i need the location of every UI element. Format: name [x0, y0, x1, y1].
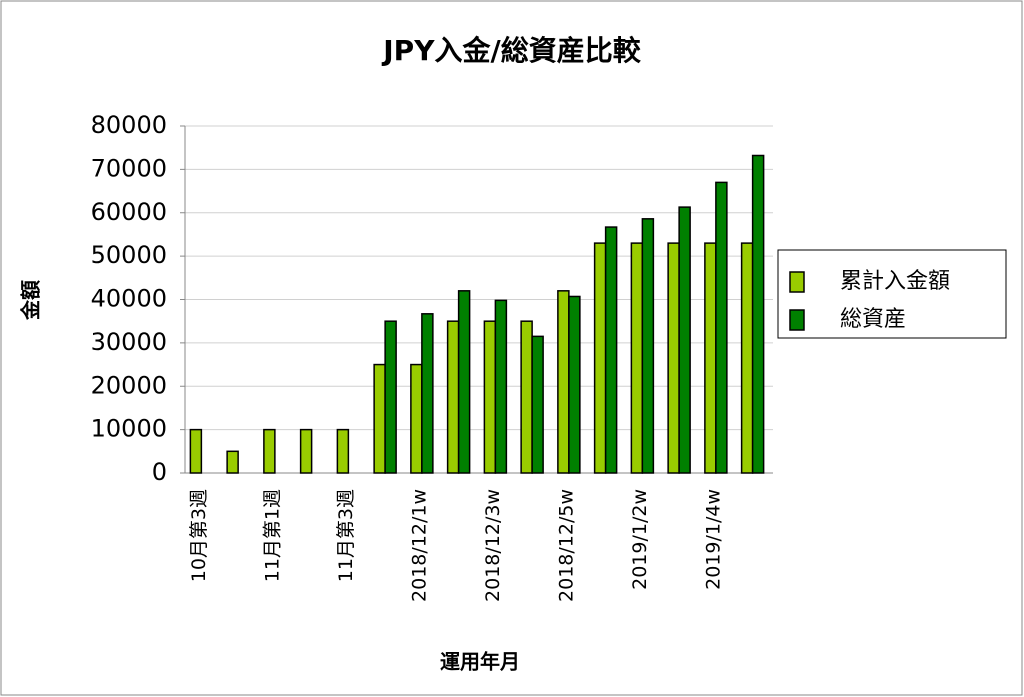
bar [494, 299, 508, 474]
y-tick-label: 30000 [91, 328, 167, 356]
bar [263, 428, 276, 474]
bar [678, 206, 691, 474]
bar [384, 320, 397, 474]
x-tick-label: 2018/12/5w [555, 489, 577, 602]
bar [421, 313, 434, 474]
bar [641, 218, 655, 474]
x-tick-label: 2018/12/1w [408, 489, 430, 602]
y-tick-label: 40000 [91, 285, 167, 313]
x-tick-label: 2019/1/2w [629, 489, 651, 590]
bar [299, 428, 313, 474]
bar [446, 320, 460, 474]
bar [568, 295, 581, 474]
bar [751, 154, 765, 474]
legend-label: 総資産 [840, 307, 906, 332]
bar [740, 242, 754, 474]
bar [483, 320, 497, 474]
bar [630, 242, 644, 474]
y-tick-label: 50000 [91, 241, 167, 269]
legend-box [777, 249, 1007, 339]
x-tick-label: 10月第3週 [188, 489, 210, 582]
bar [226, 450, 239, 474]
x-axis-title: 運用年月 [440, 650, 520, 674]
y-tick-label: 10000 [91, 415, 167, 443]
legend-swatch [789, 271, 805, 293]
y-tick-label: 0 [152, 458, 167, 486]
bar [557, 290, 570, 474]
x-tick-label: 11月第1週 [261, 489, 283, 582]
legend-swatch [789, 309, 805, 331]
bar [410, 363, 423, 474]
x-tick-label: 2018/12/3w [482, 489, 504, 602]
bar [667, 242, 680, 474]
bar [704, 242, 717, 474]
bar [189, 428, 203, 474]
legend-label: 累計入金額 [840, 269, 950, 294]
y-tick-label: 20000 [91, 371, 167, 399]
y-tick-label: 70000 [91, 154, 167, 182]
bar [373, 363, 386, 474]
y-axis-title: 金額 [19, 280, 43, 321]
y-tick-label: 80000 [91, 111, 167, 139]
x-tick-label: 2019/1/4w [702, 489, 724, 590]
bar [520, 320, 533, 474]
bar [457, 290, 471, 474]
chart-title: JPY入金/総資産比較 [381, 34, 641, 67]
x-tick-label: 11月第3週 [335, 489, 357, 582]
y-tick-label: 60000 [91, 198, 167, 226]
bar [715, 181, 728, 474]
bar [593, 242, 607, 474]
bar [604, 226, 618, 474]
bar [531, 335, 544, 474]
bar [336, 428, 350, 474]
